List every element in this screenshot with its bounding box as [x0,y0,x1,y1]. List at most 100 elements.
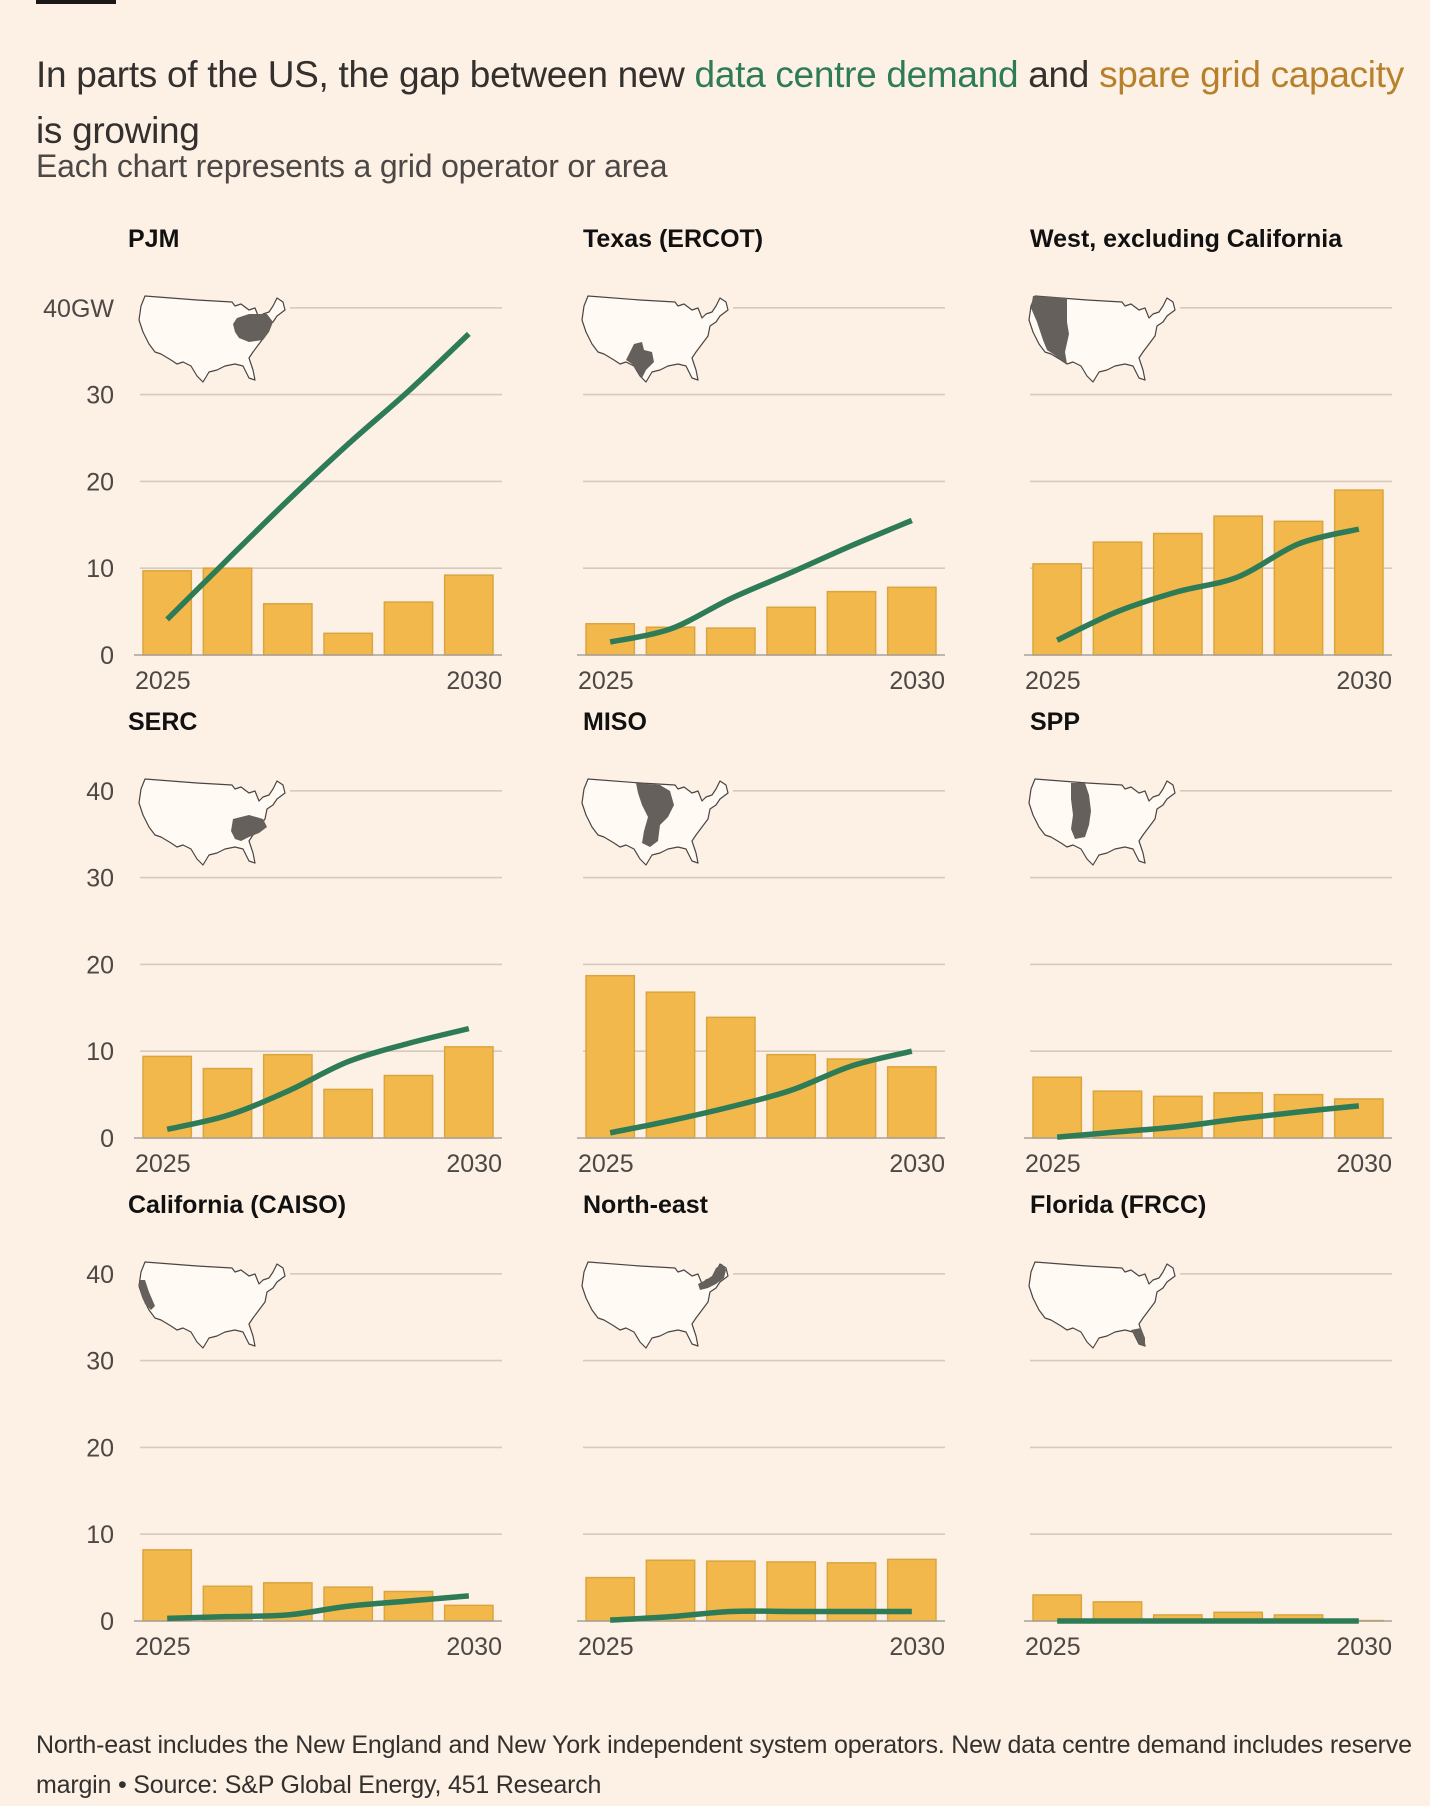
capacity-bar [705,627,756,656]
footer-source: Source: S&P Global Energy, 451 Research [133,1771,602,1799]
demand-line [1055,526,1360,643]
x-tick-label: 2030 [889,1633,945,1661]
capacity-bar [383,601,434,656]
x-tick-label: 2030 [1336,1150,1392,1178]
capacity-bar [262,603,313,656]
chart-panel: North-east 2025 2030 [577,1191,945,1661]
panel-title: MISO [583,708,647,736]
x-tick-label: 2025 [578,1150,634,1178]
chart-title: In parts of the US, the gap between new … [36,47,1416,159]
x-tick-label: 2030 [889,1150,945,1178]
capacity-bar [202,1067,253,1139]
title-part-plain: is growing [36,109,200,151]
y-tick-label: 0 [100,1125,114,1153]
region-map [138,1261,286,1349]
us-outline-icon [1028,1261,1176,1349]
us-outline-icon [138,1261,286,1349]
footer-separator: • [111,1771,134,1799]
chart-panel: MISO 2025 2030 [577,708,945,1178]
demand-line [1056,1103,1360,1140]
title-part-capacity: spare grid capacity [1099,53,1404,95]
footer-note: North-east includes the New England and … [36,1731,1412,1799]
us-map-california-icon [139,1280,155,1310]
chart-panel: SPP 2025 2030 [1024,708,1392,1178]
region-map [1028,778,1176,866]
us-map-florida-icon [1131,1328,1145,1346]
region-map [1028,1261,1176,1349]
y-tick-label: 20 [86,951,114,979]
capacity-bar [585,1576,636,1622]
demand-line [166,1025,470,1133]
x-tick-label: 2030 [446,1150,502,1178]
chart-panel: West, excluding California 2025 2030 [1024,225,1392,695]
region-map [138,295,286,383]
x-tick-label: 2030 [1336,1633,1392,1661]
capacity-bar [886,1066,937,1139]
capacity-bar [886,586,937,656]
us-map-miso-icon [636,783,674,847]
x-tick-label: 2030 [1336,667,1392,695]
region-map [581,778,729,866]
y-tick-label: 20 [86,1434,114,1462]
capacity-bar [645,991,696,1139]
capacity-bar [383,1590,434,1622]
y-tick-label: 40GW [43,295,114,323]
capacity-bar [1092,1601,1143,1622]
capacity-bar [585,974,636,1139]
y-tick-label: 10 [86,1521,114,1549]
us-outline-icon [581,295,729,383]
region-map [581,1261,729,1349]
y-tick-label: 20 [86,468,114,496]
chart-panel: Texas (ERCOT) 2025 2030 [577,225,945,695]
capacity-bar [323,632,374,656]
panel-title: West, excluding California [1030,225,1343,253]
demand-line [167,1593,470,1622]
chart-panel: Florida (FRCC) 2025 2030 [1024,1191,1392,1661]
capacity-bar [443,574,494,656]
title-part-demand: data centre demand [694,53,1019,95]
y-tick-label: 30 [86,865,114,893]
capacity-bar [1032,563,1083,656]
panel-title: SERC [128,708,197,736]
y-tick-label: 0 [100,642,114,670]
title-part-plain: In parts of the US, the gap between new [36,53,695,95]
capacity-bar [886,1558,937,1622]
y-tick-label: 10 [86,555,114,583]
y-tick-label: 10 [86,1038,114,1066]
capacity-bar [443,1604,494,1622]
chart-footer: North-east includes the New England and … [36,1725,1416,1805]
us-map-texas-icon [626,342,654,378]
capacity-bar [202,567,253,656]
capacity-bar [1032,1594,1083,1622]
capacity-bar [1152,1095,1203,1139]
top-accent-bar [36,0,116,4]
y-tick-label: 30 [86,382,114,410]
x-tick-label: 2025 [1025,1633,1081,1661]
panel-title: North-east [583,1191,709,1219]
y-tick-label: 40 [86,1261,114,1289]
chart-subtitle: Each chart represents a grid operator or… [36,148,668,184]
x-tick-label: 2030 [446,667,502,695]
capacity-bar [1213,515,1264,656]
demand-line [609,1048,913,1136]
region-map [138,778,286,866]
us-map-serc-icon [231,815,267,841]
x-tick-label: 2025 [135,667,191,695]
demand-line [609,517,913,645]
us-outline-icon [581,1261,729,1349]
x-tick-label: 2025 [1025,1150,1081,1178]
region-map [1028,295,1176,383]
capacity-bar [766,606,817,656]
capacity-bar [645,1559,696,1622]
capacity-bar [443,1046,494,1139]
capacity-bar [705,1016,756,1139]
panel-title: SPP [1030,708,1080,736]
title-part-plain: and [1018,53,1100,95]
capacity-bar [142,570,193,656]
us-outline-icon [1028,778,1176,866]
us-map-northeast-icon [698,1264,726,1290]
